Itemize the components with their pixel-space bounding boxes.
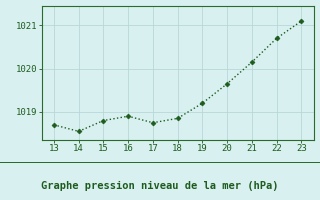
Text: Graphe pression niveau de la mer (hPa): Graphe pression niveau de la mer (hPa) — [41, 181, 279, 191]
